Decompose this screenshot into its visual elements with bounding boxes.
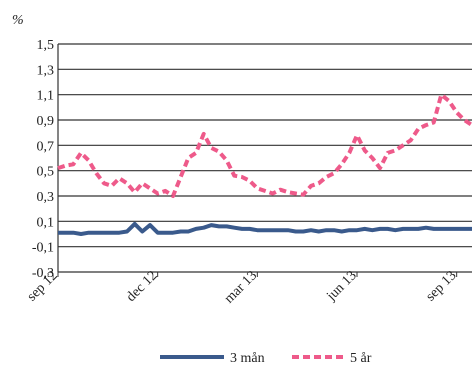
x-tick-label: dec 12 <box>124 268 161 305</box>
y-tick-label: 1,3 <box>37 63 55 78</box>
legend-label-2: 5 år <box>350 351 372 366</box>
series-line-1 <box>58 221 472 236</box>
y-tick-label: 1,5 <box>37 38 55 53</box>
x-tick-label: mar 13 <box>222 268 260 306</box>
y-tick-label: -0,3 <box>32 266 54 281</box>
y-tick-label: 1,1 <box>37 89 55 104</box>
legend-label-1: 3 mån <box>230 351 265 366</box>
y-tick-label: 0,9 <box>37 114 55 129</box>
x-tick-label: jun 13 <box>323 268 359 304</box>
y-tick-label: 0,1 <box>37 215 55 230</box>
y-tick-label: -0,1 <box>32 241 54 256</box>
y-tick-label: 0,5 <box>37 165 55 180</box>
y-tick-label: 0,7 <box>37 139 55 154</box>
y-tick-label: 0,3 <box>37 190 55 205</box>
y-axis-label: % <box>12 13 24 28</box>
series-line-2 <box>57 92 474 198</box>
x-tick-label: sep 13 <box>423 268 459 304</box>
